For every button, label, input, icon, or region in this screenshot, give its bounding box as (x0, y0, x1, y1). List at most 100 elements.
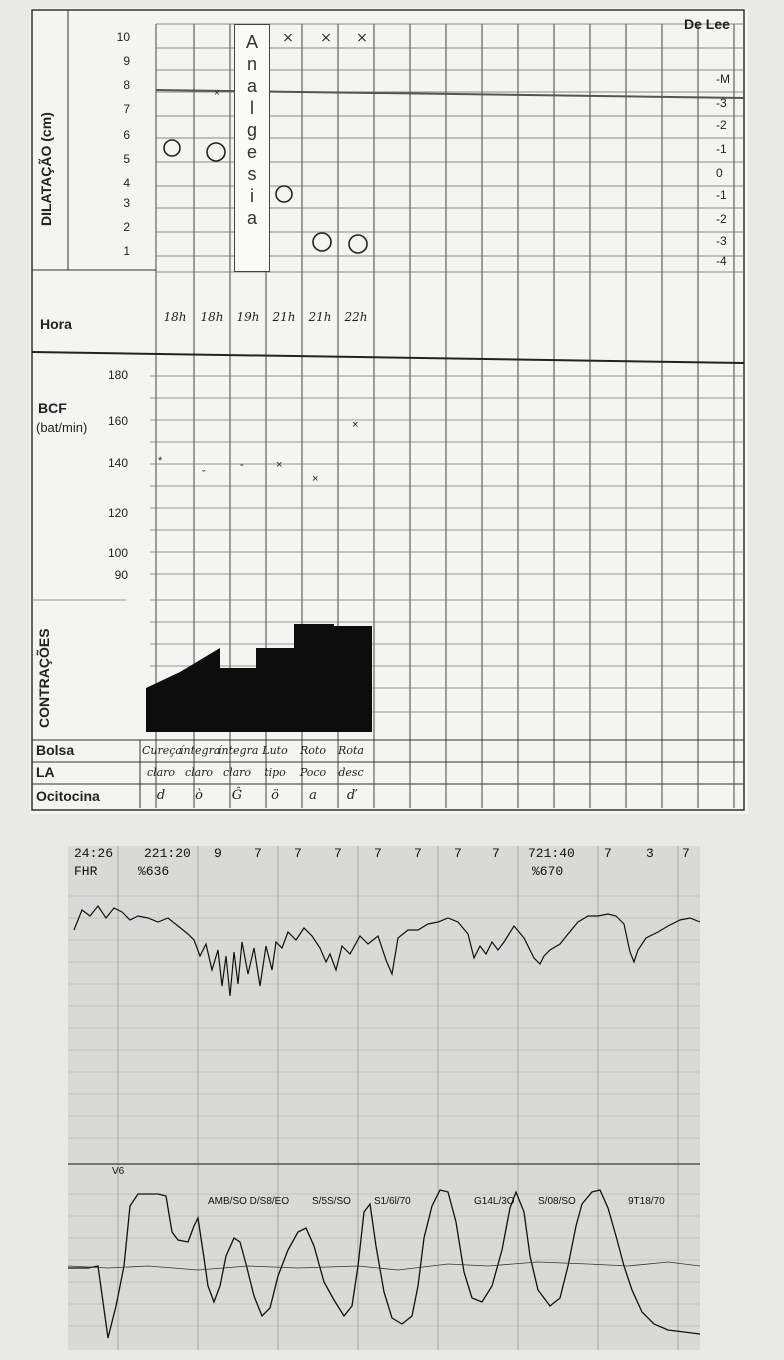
bolsa-cell: Roto (300, 744, 326, 757)
la-cell: claro (222, 766, 252, 779)
ctg-top-value: 721:40 (528, 846, 575, 861)
bcf-tick: 90 (114, 568, 128, 582)
dilation-tick: 7 (123, 102, 130, 116)
hora-label: Hora (40, 316, 72, 332)
ctg-top-value: 3 (646, 846, 654, 861)
dilation-tick: 8 (123, 78, 130, 92)
analgesia-letter: a (246, 76, 257, 96)
dilation-tick: 6 (123, 128, 130, 142)
svg-text:-: - (240, 459, 244, 471)
dilation-tick: 1 (123, 244, 130, 258)
ocitocina-cell: a (309, 788, 317, 803)
analgesia-letter: g (246, 120, 257, 140)
partograph-grid: × * ˇ - × × × (31, 9, 745, 811)
fhr-pct-1: %636 (138, 864, 170, 879)
ocitocina-cell: d (156, 788, 166, 803)
uc-label: S/08/SO (538, 1196, 576, 1207)
station-tick: -2 (716, 118, 727, 132)
ctg-top-value: 9 (214, 846, 222, 861)
svg-text:×: × (312, 473, 318, 485)
ctg-top-value: 7 (604, 846, 612, 861)
partograph-sheet: × * ˇ - × × × De Lee DILATAÇÃO (cm) 1 0 9… (30, 8, 748, 814)
la-label: LA (36, 764, 55, 780)
dilation-tick: 3 (123, 196, 130, 210)
analgesia-letter: e (246, 142, 257, 162)
contractions-label: CONTRAÇÕES (36, 628, 52, 728)
ocitocina-cell: Ĝ (231, 788, 243, 803)
bcf-tick: 100 (107, 546, 128, 560)
la-cell: Poco (299, 766, 327, 779)
uc-label: S/5S/SO (312, 1196, 351, 1207)
corner-label: De Lee (684, 16, 730, 32)
analgesia-box: A n a l g e s i a (234, 24, 270, 272)
ctg-top-value: 7 (414, 846, 422, 861)
bcf-tick: 160 (107, 414, 128, 428)
svg-text:ˇ: ˇ (202, 469, 206, 481)
uc-label: G14L/3O (474, 1196, 515, 1207)
svg-text:×: × (214, 88, 220, 99)
hour-cell: 19h (236, 310, 260, 324)
bolsa-cell: Luto (262, 744, 288, 757)
bcf-label: BCF (38, 400, 67, 416)
bcf-unit: (bat/min) (36, 420, 88, 435)
analgesia-letter: A (245, 32, 258, 52)
ctg-top-value: 7 (454, 846, 462, 861)
hour-cell: 18h (163, 310, 187, 324)
ocitocina-cell: ď (346, 788, 356, 803)
ctg-top-value: 7 (254, 846, 262, 861)
analgesia-letter: i (250, 186, 254, 206)
top-mark: × (356, 30, 368, 46)
ctg-top-value: 7 (334, 846, 342, 861)
analgesia-letter: a (246, 208, 257, 228)
bolsa-cell: íntegra (180, 744, 221, 757)
uc-label: S1/6l/70 (374, 1196, 411, 1207)
la-cell: tipo (264, 766, 286, 779)
la-cell: claro (184, 766, 214, 779)
bolsa-cell: Cureça (142, 744, 182, 757)
svg-text:×: × (276, 459, 282, 471)
uc-marker: V6 (112, 1166, 125, 1177)
top-mark: × (282, 30, 294, 46)
station-tick: -4 (716, 254, 727, 268)
bolsa-label: Bolsa (36, 742, 75, 758)
ctg-top-value: 7 (492, 846, 500, 861)
station-tick: -1 (716, 142, 727, 156)
station-tick: -3 (716, 96, 727, 110)
ctg-top-value: 7 (682, 846, 690, 861)
analgesia-letter: n (246, 54, 257, 74)
dilation-tick: 5 (123, 152, 130, 166)
bolsa-cell: íntegra (218, 744, 259, 757)
station-tick: -1 (716, 188, 727, 202)
ocitocina-cell: ö (271, 788, 279, 803)
fhr-label: FHR (74, 864, 98, 879)
bolsa-cell: Rota (338, 744, 364, 757)
station-tick: 0 (716, 166, 723, 180)
ctg-top-value: 7 (374, 846, 382, 861)
ctg-grid (68, 846, 700, 1350)
station-tick: -M (716, 72, 730, 86)
ocitocina-label: Ocitocina (36, 788, 100, 804)
uc-label: 9T18/70 (628, 1196, 665, 1207)
svg-text:×: × (352, 419, 358, 431)
dilation-tick: 4 (123, 176, 130, 190)
hour-cell: 18h (200, 310, 224, 324)
bcf-tick: 120 (107, 506, 128, 520)
uc-label: AMB/SO D/S8/EO (208, 1196, 290, 1207)
dilation-tick: 2 (123, 220, 130, 234)
station-tick: -3 (716, 234, 727, 248)
dilation-label: DILATAÇÃO (cm) (38, 112, 54, 226)
svg-text:*: * (158, 455, 163, 467)
hour-cell: 22h (344, 310, 368, 324)
bcf-tick: 180 (107, 368, 128, 382)
top-mark: × (320, 30, 332, 46)
fhr-pct-2: %670 (532, 864, 564, 879)
la-cell: desc (338, 766, 364, 779)
dilation-tick: 9 (123, 54, 130, 68)
ctg-top-value: 7 (294, 846, 302, 861)
station-tick: -2 (716, 212, 727, 226)
ctg-top-value: 24:26 (74, 846, 114, 861)
ctg-strip: 24:26 221:20 9 7 7 7 7 7 7 7 721:40 7 3 … (68, 846, 700, 1350)
ctg-top-value: 221:20 (144, 846, 191, 861)
hour-cell: 21h (308, 310, 332, 324)
la-cell: claro (146, 766, 176, 779)
